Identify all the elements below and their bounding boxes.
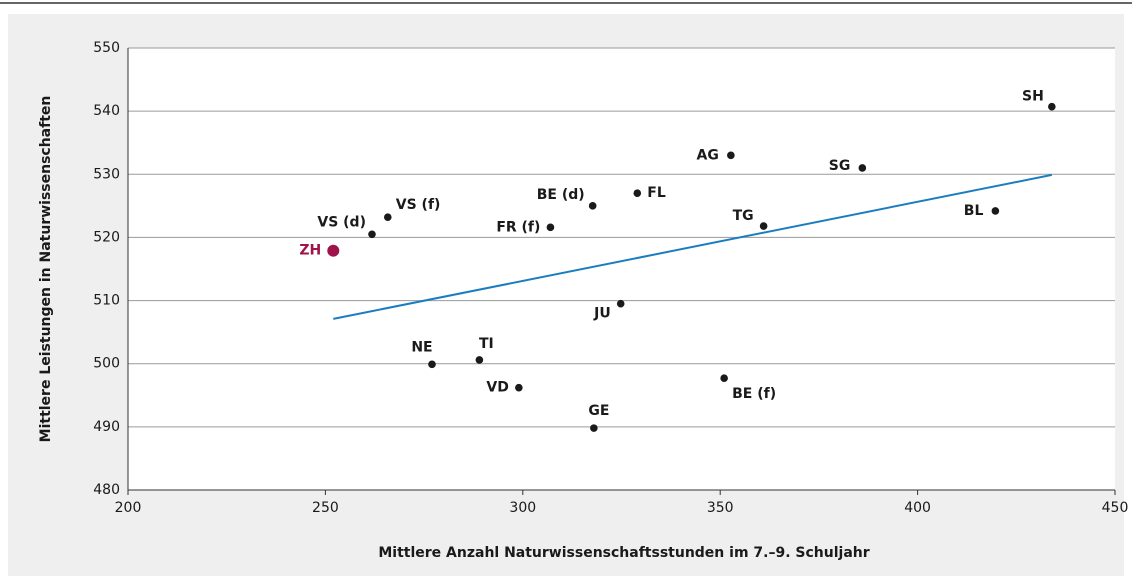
y-tick-label: 500 bbox=[93, 356, 120, 372]
y-tick-label: 550 bbox=[93, 40, 120, 56]
trend-line bbox=[333, 173, 1053, 320]
point-label: ZH bbox=[299, 243, 321, 259]
point-label: VS (f) bbox=[396, 197, 441, 213]
point bbox=[590, 424, 598, 432]
point bbox=[428, 360, 436, 369]
point-label: TI bbox=[479, 336, 494, 352]
x-tick-label: 450 bbox=[1102, 500, 1129, 516]
x-tick-label: 400 bbox=[904, 500, 931, 516]
point bbox=[727, 151, 735, 160]
x-tick-label: 200 bbox=[115, 500, 142, 516]
point-label: SH bbox=[1022, 89, 1044, 105]
point bbox=[616, 299, 625, 308]
point-label: BE (d) bbox=[537, 187, 585, 203]
y-tick-label: 520 bbox=[93, 229, 120, 245]
point bbox=[759, 222, 768, 230]
point bbox=[633, 189, 642, 198]
point bbox=[546, 223, 555, 232]
point-label: FR (f) bbox=[496, 219, 540, 235]
y-axis-title: Mittlere Leistungen in Naturwissenschaft… bbox=[38, 96, 54, 443]
x-tick-label: 300 bbox=[509, 500, 536, 516]
point bbox=[327, 244, 340, 257]
point-label: BL bbox=[964, 203, 984, 219]
x-axis-title: Mittlere Anzahl Naturwissenschaftsstunde… bbox=[378, 545, 869, 561]
y-tick-label: 530 bbox=[93, 166, 120, 182]
point-label: VD bbox=[486, 380, 508, 396]
y-tick-label: 510 bbox=[93, 293, 120, 309]
point-label: AG bbox=[697, 147, 719, 163]
point-label: VS (d) bbox=[317, 214, 366, 230]
point bbox=[858, 164, 867, 172]
point bbox=[475, 356, 484, 364]
point-label: TG bbox=[733, 208, 754, 224]
y-tick-label: 540 bbox=[93, 103, 120, 119]
point bbox=[368, 230, 376, 239]
point-label: NE bbox=[411, 339, 432, 355]
point bbox=[383, 213, 392, 222]
point bbox=[588, 202, 597, 210]
point-label: FL bbox=[647, 185, 666, 201]
point bbox=[720, 374, 728, 383]
point bbox=[991, 207, 1000, 215]
plot-area bbox=[128, 48, 1115, 490]
point-label: SG bbox=[829, 158, 851, 174]
point-label: GE bbox=[588, 403, 609, 419]
point-label: BE (f) bbox=[732, 386, 776, 402]
point bbox=[1048, 102, 1056, 111]
y-tick-label: 480 bbox=[93, 482, 120, 498]
x-tick-label: 250 bbox=[312, 500, 339, 516]
point-label: JU bbox=[593, 306, 611, 322]
x-tick-label: 350 bbox=[707, 500, 734, 516]
point bbox=[515, 383, 523, 392]
y-tick-label: 490 bbox=[93, 419, 120, 435]
